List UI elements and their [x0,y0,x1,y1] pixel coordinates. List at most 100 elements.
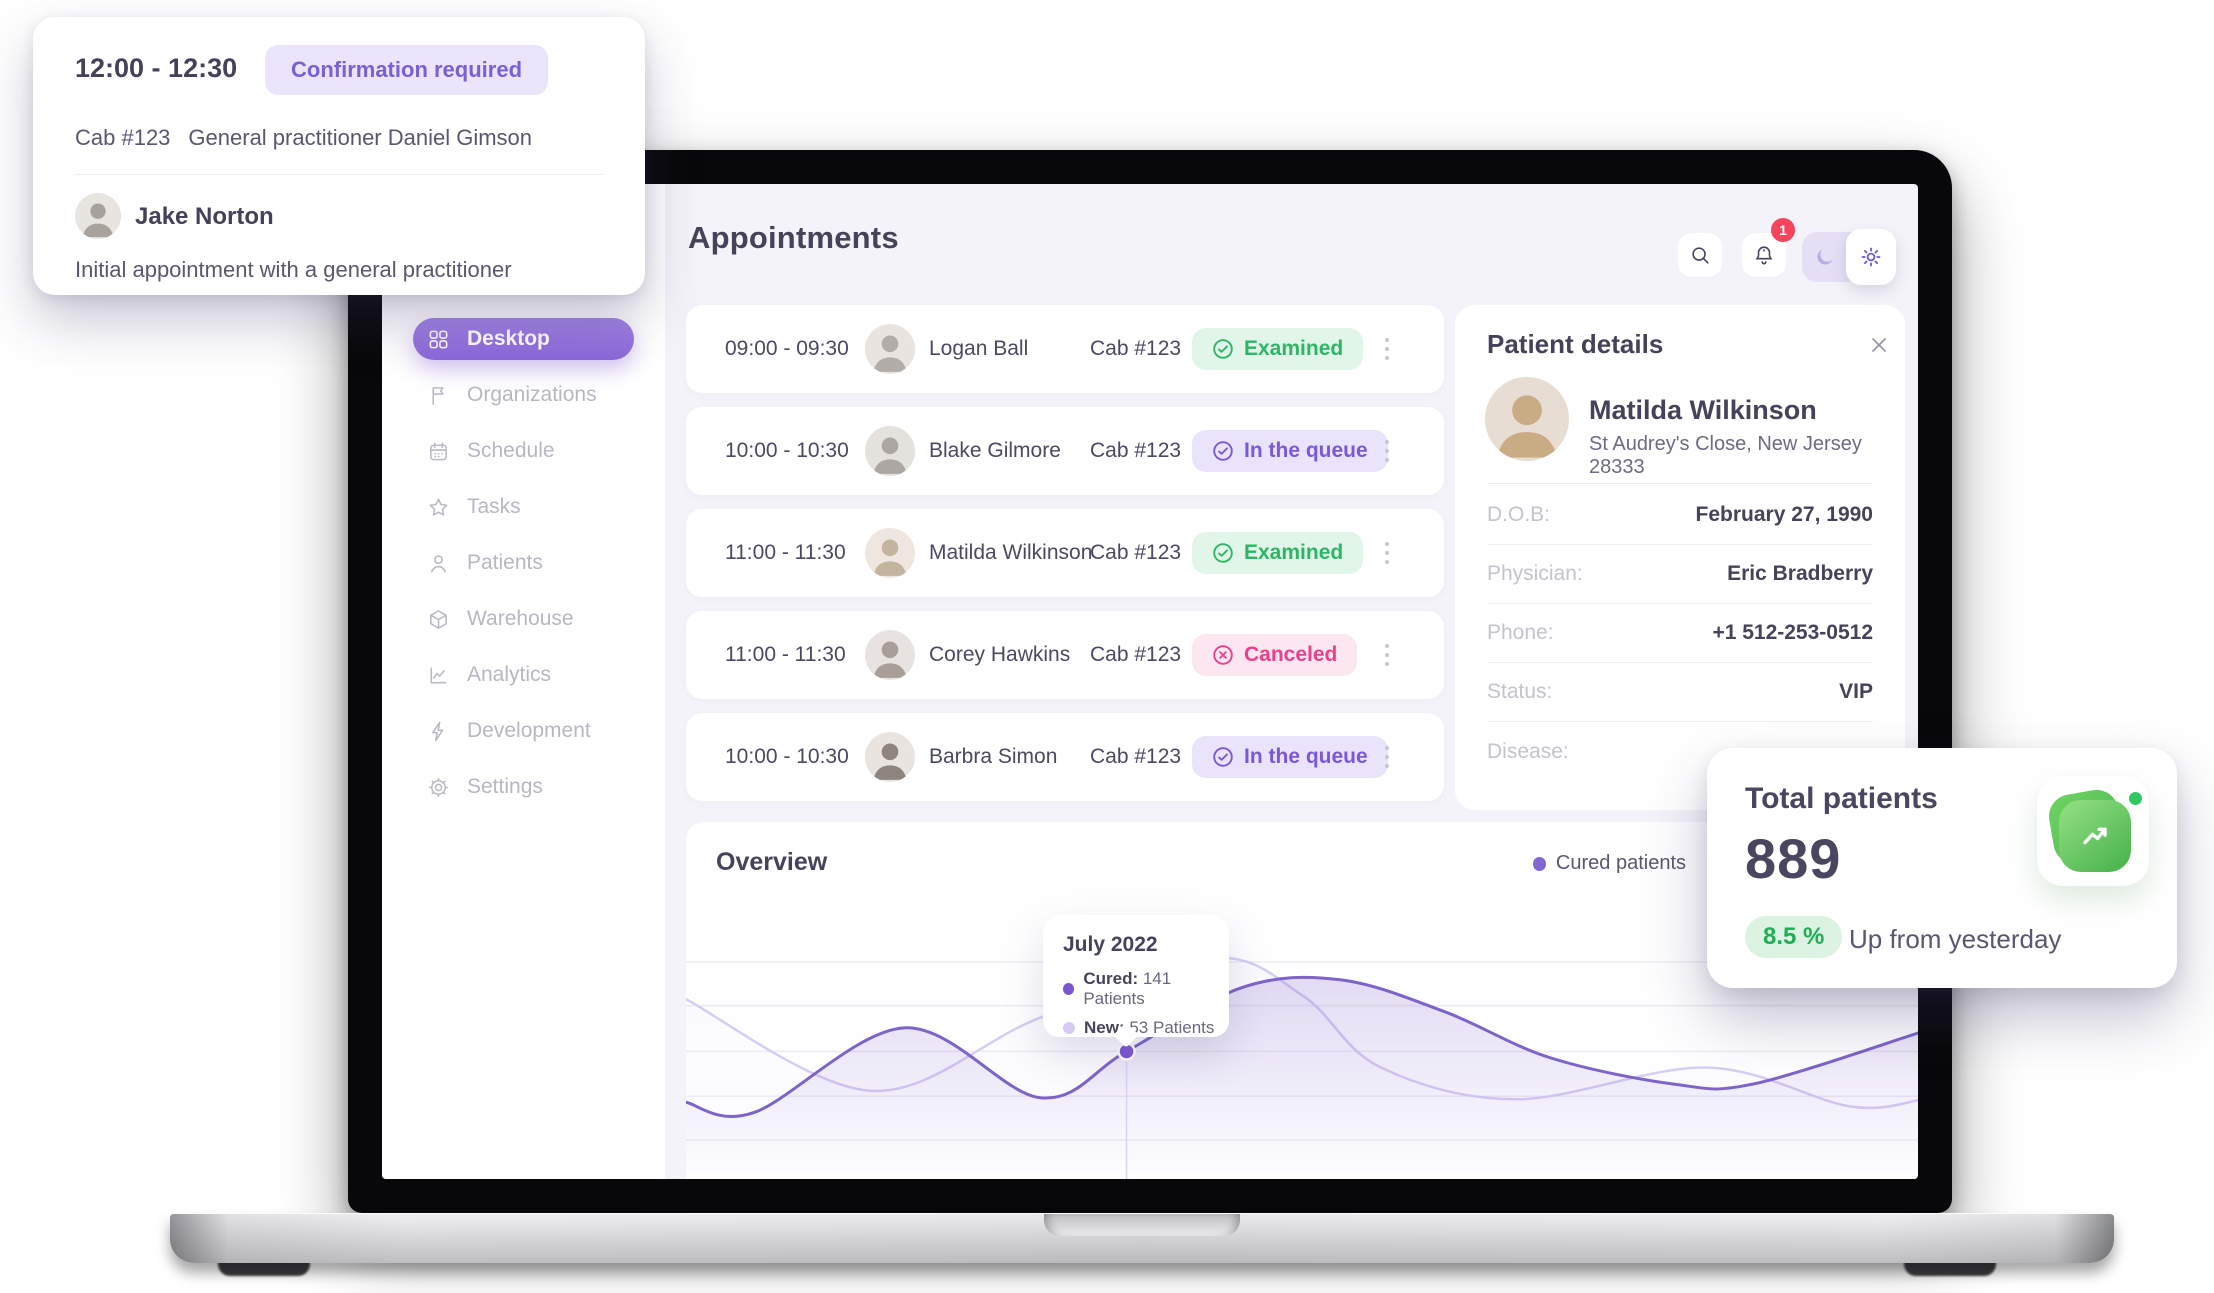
field-row: Disease: [1487,739,1569,763]
sidebar-item-patients[interactable]: Patients [413,542,634,584]
light-mode-button[interactable] [1846,229,1896,285]
divider [1487,483,1873,484]
check-circle-icon [1213,543,1233,563]
chart-tooltip: July 2022 Cured: 141 Patients New: 53 Pa… [1043,915,1229,1037]
appointment-time: 10:00 - 10:30 [725,745,849,768]
bell-icon [1755,246,1773,265]
sidebar-item-label: Organizations [467,383,597,406]
trend-app-tile [2037,776,2149,886]
appointment-time-range: 12:00 - 12:30 [75,53,238,83]
field-row: Status: VIP [1487,663,1873,722]
sidebar-item-label: Warehouse [467,607,574,630]
patient-details-panel: Patient details Matilda Wilkinson St Aud… [1455,305,1905,810]
delta-badge: 8.5 % [1745,916,1843,958]
row-menu-button[interactable] [1372,635,1402,675]
new-dot-icon [1063,1022,1075,1034]
sidebar-nav: Desktop Organizations Schedule Tasks Pat… [413,318,634,822]
patient-name: Matilda Wilkinson [1589,395,1817,425]
chart-icon [430,667,447,683]
total-patients-title: Total patients [1745,782,1938,815]
avatar [865,732,915,782]
dark-mode-button[interactable] [1802,232,1848,282]
status-badge: Examined [1192,328,1364,370]
row-menu-button[interactable] [1372,533,1402,573]
status-badge: In the queue [1192,430,1388,472]
avatar [865,324,915,374]
appointment-row[interactable]: 11:00 - 11:30 Matilda Wilkinson Cab #123… [686,509,1444,597]
appointment-patient: Barbra Simon [929,745,1058,768]
sidebar-item-schedule[interactable]: Schedule [413,430,634,472]
sidebar-item-label: Settings [467,775,543,798]
calendar-icon [430,442,447,460]
bolt-icon [431,721,444,741]
appointment-note: Initial appointment with a general pract… [75,257,512,282]
divider [75,174,603,175]
patient-photo [1485,377,1569,461]
sidebar-item-development[interactable]: Development [413,710,634,752]
appointment-cab: Cab #123 [1090,541,1182,564]
sidebar-item-settings[interactable]: Settings [413,766,634,808]
gear-icon [428,777,449,797]
overview-chart[interactable] [684,950,1918,1179]
appointment-row[interactable]: 10:00 - 10:30 Barbra Simon Cab #123 In t… [686,713,1444,801]
appointment-cab: Cab #123 [1090,337,1182,360]
check-circle-icon [1213,441,1233,461]
sidebar-item-label: Tasks [467,495,521,518]
appointment-info: Cab #123 General practitioner Daniel Gims… [75,125,533,150]
patient-fields: D.O.B: February 27, 1990 Physician: Eric B… [1487,486,1873,781]
appointment-time: 11:00 - 11:30 [725,541,846,564]
user-icon [431,554,446,572]
close-button[interactable] [1863,329,1895,361]
field-row: D.O.B: February 27, 1990 [1487,486,1873,545]
sidebar-item-tasks[interactable]: Tasks [413,486,634,528]
sun-icon [1861,247,1881,267]
status-dot-icon [2129,792,2142,805]
status-badge: Examined [1192,532,1364,574]
appointments-list: 09:00 - 09:30 Logan Ball Cab #123 Examin… [686,305,1444,815]
x-circle-icon [1213,645,1233,665]
appointment-row[interactable]: 11:00 - 11:30 Corey Hawkins Cab #123 Can… [686,611,1444,699]
sidebar-item-label: Schedule [467,439,555,462]
flag-icon [432,386,444,405]
grid-icon [429,330,448,348]
avatar [865,426,915,476]
check-circle-icon [1213,339,1233,359]
search-icon [1692,247,1709,264]
tooltip-row: New: 53 Patients [1063,1018,1229,1038]
appointment-time: 10:00 - 10:30 [725,439,849,462]
trend-up-icon [2059,800,2131,872]
sidebar-item-analytics[interactable]: Analytics [413,654,634,696]
tooltip-row: Cured: 141 Patients [1063,969,1229,1009]
sidebar-item-desktop[interactable]: Desktop [413,318,634,360]
sidebar-item-label: Desktop [467,327,550,350]
appointment-patient: Corey Hawkins [929,643,1071,666]
avatar [75,193,121,239]
status-badge: In the queue [1192,736,1388,778]
laptop-base [170,1213,2114,1263]
avatar [865,528,915,578]
row-menu-button[interactable] [1372,329,1402,369]
appointment-time: 11:00 - 11:30 [725,643,846,666]
sidebar-item-organizations[interactable]: Organizations [413,374,634,416]
search-button[interactable] [1678,233,1722,277]
appointment-patient: Logan Ball [929,337,1029,360]
appointment-row[interactable]: 09:00 - 09:30 Logan Ball Cab #123 Examin… [686,305,1444,393]
appointment-detail-card: 12:00 - 12:30 Confirmation required Cab … [33,17,645,295]
appointment-cab: Cab #123 [1090,643,1182,666]
page-title: Appointments [688,220,899,255]
appointment-cab: Cab #123 [1090,745,1182,768]
appointment-row[interactable]: 10:00 - 10:30 Blake Gilmore Cab #123 In … [686,407,1444,495]
star-icon [429,498,448,516]
check-circle-icon [1213,747,1233,767]
notification-badge: 1 [1771,218,1795,242]
row-menu-button[interactable] [1372,737,1402,777]
row-menu-button[interactable] [1372,431,1402,471]
overview-chart-svg [684,956,1918,1179]
legend-dot [1532,856,1546,871]
cured-dot-icon [1063,983,1075,995]
cube-icon [430,609,447,629]
sidebar-item-warehouse[interactable]: Warehouse [413,598,634,640]
status-badge: Canceled [1192,634,1358,676]
laptop-notch [1044,1214,1240,1236]
tooltip-title: July 2022 [1063,933,1158,956]
